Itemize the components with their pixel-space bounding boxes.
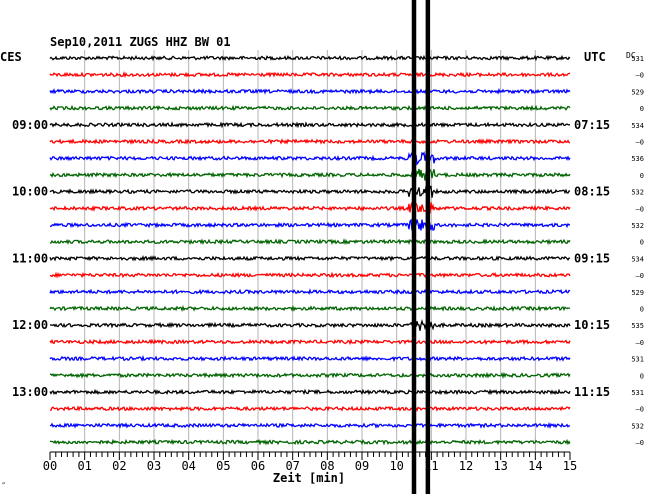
x-tick-label-01: 01	[77, 459, 91, 473]
trace-13	[49, 271, 571, 279]
event-marker-group	[411, 0, 431, 494]
dc-value-group: 531 –0 529 0 534 –0 536 0 532 –0 532 0 534 –0 529 0 535 –…	[631, 55, 644, 447]
dc-value-21: –0	[636, 406, 644, 414]
x-axis-label: Zeit [min]	[273, 471, 345, 485]
left-hour-label-0: 09:00	[12, 118, 48, 132]
right-hour-label-2: 09:15	[574, 251, 610, 265]
left-timezone-label: CES	[0, 50, 22, 64]
trace-15	[49, 304, 571, 313]
dc-value-19: 0	[640, 372, 644, 380]
hour-label-group: 09:00 10:00 11:00 12:00 13:00 07:15 08:15 09:15…	[12, 118, 610, 399]
dc-value-14: 529	[631, 289, 644, 297]
right-timezone-label: UTC	[584, 50, 606, 64]
right-hour-label-3: 10:15	[574, 318, 610, 332]
x-tick-label-13: 13	[493, 459, 507, 473]
left-hour-label-1: 10:00	[12, 185, 48, 199]
trace-8	[49, 185, 571, 199]
dc-value-15: 0	[640, 306, 644, 314]
x-tick-label-09: 09	[355, 459, 369, 473]
trace-17	[49, 338, 571, 346]
trace-11	[49, 238, 571, 246]
dc-value-3: 0	[640, 105, 644, 113]
dc-value-23: –0	[636, 439, 644, 447]
x-tick-label-15: 15	[563, 459, 577, 473]
trace-10	[50, 218, 571, 231]
x-tick-label-02: 02	[112, 459, 126, 473]
dc-value-1: –0	[636, 72, 644, 80]
left-hour-label-4: 13:00	[12, 385, 48, 399]
trace-21	[49, 405, 571, 413]
trace-6	[49, 150, 571, 166]
dc-value-10: 532	[631, 222, 644, 230]
trace-1	[49, 71, 570, 79]
trace-7	[49, 168, 571, 181]
dc-value-17: –0	[636, 339, 644, 347]
x-axis: 00 01 02 03 04 05 06 07 08 09 10 11 12 13 14 15	[43, 451, 577, 473]
x-tick-label-07: 07	[285, 459, 299, 473]
dc-value-11: 0	[640, 239, 644, 247]
x-tick-label-06: 06	[251, 459, 265, 473]
corner-mark: ″	[1, 482, 6, 492]
trace-12	[49, 254, 570, 262]
trace-19	[49, 371, 571, 380]
right-hour-label-4: 11:15	[574, 385, 610, 399]
dc-value-0: 531	[631, 55, 644, 63]
x-tick-label-05: 05	[216, 459, 230, 473]
dc-value-6: 536	[631, 155, 644, 163]
dc-value-5: –0	[636, 139, 644, 147]
dc-value-4: 534	[631, 122, 644, 130]
trace-0	[49, 54, 571, 62]
x-tick-label-00: 00	[43, 459, 57, 473]
x-tick-label-08: 08	[320, 459, 334, 473]
dc-value-20: 531	[631, 389, 644, 397]
dc-value-8: 532	[631, 189, 644, 197]
trace-14	[49, 288, 571, 296]
x-tick-label-03: 03	[147, 459, 161, 473]
trace-16	[49, 319, 571, 331]
dc-value-22: 532	[631, 422, 644, 430]
dc-value-13: –0	[636, 272, 644, 280]
dc-value-12: 534	[631, 255, 644, 263]
right-hour-label-0: 07:15	[574, 118, 610, 132]
trace-5	[49, 138, 571, 145]
trace-2	[49, 87, 571, 95]
trace-9	[49, 201, 571, 214]
trace-group	[49, 54, 571, 446]
dc-value-2: 529	[631, 88, 644, 96]
right-hour-label-1: 08:15	[574, 185, 610, 199]
dc-value-7: 0	[640, 172, 644, 180]
trace-4	[49, 121, 571, 129]
trace-18	[49, 354, 571, 363]
trace-23	[49, 438, 571, 446]
x-tick-label-04: 04	[181, 459, 195, 473]
x-tick-label-14: 14	[528, 459, 542, 473]
grid-lines	[84, 50, 536, 452]
x-tick-label-10: 10	[389, 459, 403, 473]
dc-value-18: 531	[631, 356, 644, 364]
trace-3	[49, 104, 571, 112]
trace-20	[49, 388, 571, 396]
chart-title: Sep10,2011 ZUGS HHZ BW 01	[50, 35, 231, 49]
trace-22	[49, 421, 571, 430]
left-hour-label-3: 12:00	[12, 318, 48, 332]
dc-value-9: –0	[636, 205, 644, 213]
dc-header-label: DC	[626, 51, 636, 60]
dc-value-16: 535	[631, 322, 644, 330]
left-hour-label-2: 11:00	[12, 251, 48, 265]
x-tick-label-12: 12	[459, 459, 473, 473]
